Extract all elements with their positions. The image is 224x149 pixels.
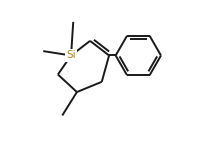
Text: Si: Si (66, 51, 76, 60)
